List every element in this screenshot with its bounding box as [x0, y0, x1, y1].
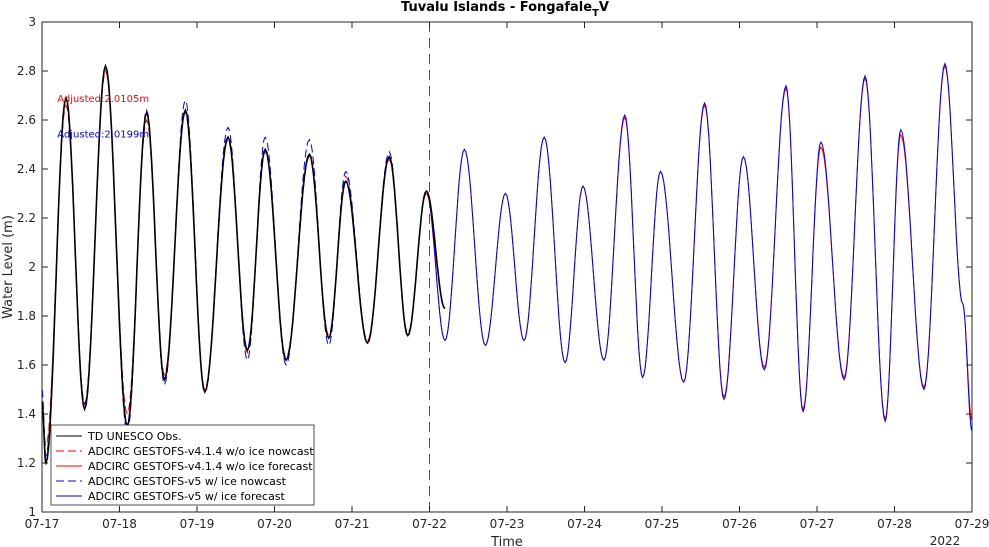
y-tick-label: 1.4 [17, 407, 36, 421]
x-tick-label: 07-28 [877, 517, 912, 531]
x-tick-label: 07-26 [722, 517, 757, 531]
legend-label: TD UNESCO Obs. [87, 430, 182, 443]
legend-box [50, 424, 315, 506]
y-tick-label: 1.2 [17, 456, 36, 470]
legend-label: ADCIRC GESTOFS-v4.1.4 w/o ice forecast [88, 460, 313, 473]
y-tick-label: 2.4 [17, 162, 36, 176]
legend-label: ADCIRC GESTOFS-v5 w/ ice nowcast [88, 475, 287, 488]
x-tick-label: 07-25 [645, 517, 680, 531]
y-axis-label: Water Level (m) [1, 215, 16, 319]
adjusted-annotation-1: Adjusted:2.0199m [57, 129, 149, 140]
x-axis-year-label: 2022 [930, 534, 961, 547]
x-tick-label: 07-18 [102, 517, 137, 531]
chart-title-subscript: T [592, 8, 599, 19]
x-axis-ticks: 07-17 07-18 07-19 07-20 07-21 07-22 07-23 07-24… [25, 22, 989, 531]
series-line-4 [425, 62, 973, 432]
series-line-0 [41, 63, 446, 466]
x-tick-label: 07-27 [800, 517, 835, 531]
annotation-layer: Adjusted:2.0105m Adjusted:2.0199m [57, 94, 149, 141]
y-tick-label: 1.8 [17, 309, 36, 323]
x-tick-label: 07-19 [180, 517, 215, 531]
chart-title-main: Tuvalu Islands - Fongafale [401, 0, 592, 15]
x-tick-label: 07-24 [567, 517, 602, 531]
x-tick-label: 07-21 [335, 517, 370, 531]
x-axis-label: Time [490, 535, 523, 547]
y-tick-label: 2.8 [17, 64, 36, 78]
legend-label: ADCIRC GESTOFS-v4.1.4 w/o ice nowcast [88, 445, 314, 458]
adjusted-annotation-0: Adjusted:2.0105m [57, 94, 149, 105]
x-tick-label: 07-17 [25, 517, 60, 531]
y-tick-label: 2.2 [17, 211, 36, 225]
legend: TD UNESCO Obs. ADCIRC GESTOFS-v4.1.4 w/o … [50, 424, 315, 506]
x-tick-label: 07-29 [955, 517, 989, 531]
y-tick-label: 2 [28, 260, 36, 274]
chart-title-suffix: V [599, 0, 609, 15]
series-layer [41, 62, 973, 466]
chart-title: Tuvalu Islands - FongafaleTV [401, 0, 609, 19]
x-tick-label: 07-20 [257, 517, 292, 531]
y-tick-label: 3 [28, 15, 36, 29]
y-tick-label: 2.6 [17, 113, 36, 127]
legend-label: ADCIRC GESTOFS-v5 w/ ice forecast [88, 490, 286, 503]
y-axis-ticks: 1 1.2 1.4 1.6 1.8 2 2.2 2.4 2.6 2.8 3 [17, 15, 972, 519]
x-tick-label: 07-22 [412, 517, 447, 531]
y-tick-label: 1.6 [17, 358, 36, 372]
x-tick-label: 07-23 [490, 517, 525, 531]
y-tick-label: 1 [28, 505, 36, 519]
